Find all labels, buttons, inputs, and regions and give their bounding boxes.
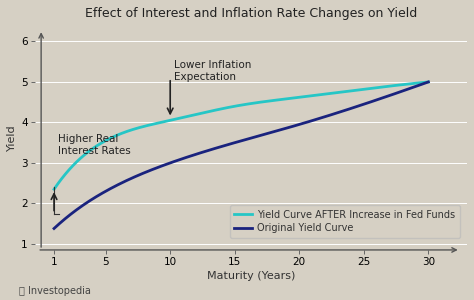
Y-axis label: Yield: Yield [7,124,17,151]
Yield Curve AFTER Increase in Fed Funds [426,80,431,84]
Original Yield Curve [323,115,329,118]
Original Yield Curve [287,125,292,129]
Text: ⓘ Investopedia: ⓘ Investopedia [19,286,91,296]
Original Yield Curve [96,193,102,197]
Text: Lower Inflation
Expectation: Lower Inflation Expectation [174,60,251,82]
X-axis label: Maturity (Years): Maturity (Years) [207,271,295,281]
Yield Curve AFTER Increase in Fed Funds [51,188,57,191]
Original Yield Curve [426,80,431,84]
Legend: Yield Curve AFTER Increase in Fed Funds, Original Yield Curve: Yield Curve AFTER Increase in Fed Funds,… [229,205,460,238]
Line: Original Yield Curve: Original Yield Curve [54,82,428,229]
Original Yield Curve [173,159,179,163]
Yield Curve AFTER Increase in Fed Funds [173,117,179,121]
Yield Curve AFTER Increase in Fed Funds [321,92,327,96]
Original Yield Curve [51,227,57,230]
Original Yield Curve [321,115,327,119]
Title: Effect of Interest and Inflation Rate Changes on Yield: Effect of Interest and Inflation Rate Ch… [85,7,417,20]
Yield Curve AFTER Increase in Fed Funds [96,142,102,146]
Yield Curve AFTER Increase in Fed Funds [323,92,329,96]
Original Yield Curve [200,151,205,154]
Line: Yield Curve AFTER Increase in Fed Funds: Yield Curve AFTER Increase in Fed Funds [54,82,428,189]
Yield Curve AFTER Increase in Fed Funds [200,111,205,115]
Yield Curve AFTER Increase in Fed Funds [287,97,292,100]
Text: Higher Real
Interest Rates: Higher Real Interest Rates [58,134,131,156]
